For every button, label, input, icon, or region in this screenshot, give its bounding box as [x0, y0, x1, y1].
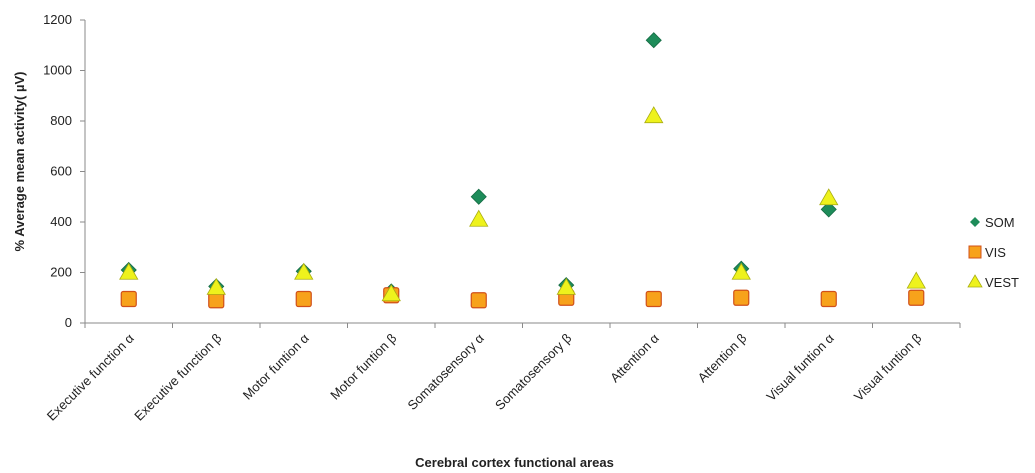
x-tick-label: Somatosensory β	[492, 331, 574, 413]
vest-point	[644, 106, 664, 124]
y-axis-title: % Average mean activity( µV)	[12, 72, 27, 252]
y-tick-label: 200	[50, 265, 72, 280]
series-vis	[120, 287, 925, 309]
legend-marker	[968, 245, 982, 259]
vis-point	[820, 290, 837, 308]
series-som	[120, 32, 837, 300]
series-vest	[119, 106, 926, 302]
legend-marker	[970, 217, 980, 227]
vest-point	[206, 277, 226, 295]
vis-point	[645, 290, 662, 308]
x-tick-label: Motor funtion α	[240, 330, 312, 402]
som-point	[820, 201, 837, 218]
x-tick-label: Attention β	[695, 331, 750, 386]
legend: SOM VIS VEST	[967, 215, 1019, 290]
x-tick-label: Visual funtion α	[763, 330, 837, 404]
legend-item-vis: VIS	[968, 245, 1006, 260]
legend-label: VEST	[985, 275, 1019, 290]
vis-point	[733, 289, 750, 306]
x-tick-label: Attention α	[607, 330, 662, 385]
x-tick-label: Visual funtion β	[851, 331, 924, 404]
x-axis-title: Cerebral cortex functional areas	[415, 455, 614, 470]
vis-point	[208, 292, 225, 309]
legend-marker	[967, 274, 983, 288]
vis-point	[908, 289, 925, 306]
vis-point	[295, 290, 312, 308]
vis-point	[470, 292, 487, 309]
y-tick-label: 1000	[43, 63, 72, 78]
legend-item-vest: VEST	[967, 274, 1019, 290]
som-point	[470, 188, 487, 205]
vis-point	[120, 290, 137, 308]
x-tick-label: Motor funtion β	[327, 331, 399, 403]
vest-point	[731, 262, 751, 280]
y-tick-label: 400	[50, 214, 72, 229]
legend-label: VIS	[985, 245, 1006, 260]
x-tick-label: Executive function α	[44, 330, 137, 423]
data-points	[119, 32, 926, 309]
legend-label: SOM	[985, 215, 1015, 230]
y-tick-label: 1200	[43, 12, 72, 27]
vest-point	[381, 284, 401, 302]
y-tick-label: 600	[50, 164, 72, 179]
x-tick-label: Somatosensory α	[405, 330, 488, 413]
legend-item-som: SOM	[970, 215, 1015, 230]
vest-point	[119, 262, 139, 280]
vest-point	[469, 209, 489, 227]
som-point	[645, 32, 662, 49]
y-axis: 0 200 400 600 800 1000 1200	[43, 12, 86, 330]
vest-point	[294, 262, 314, 280]
vest-point	[906, 271, 926, 289]
vest-point	[819, 188, 839, 206]
y-tick-label: 0	[65, 315, 72, 330]
vest-point	[556, 277, 576, 295]
y-tick-label: 800	[50, 113, 72, 128]
x-tick-label: Executive function β	[131, 331, 224, 424]
